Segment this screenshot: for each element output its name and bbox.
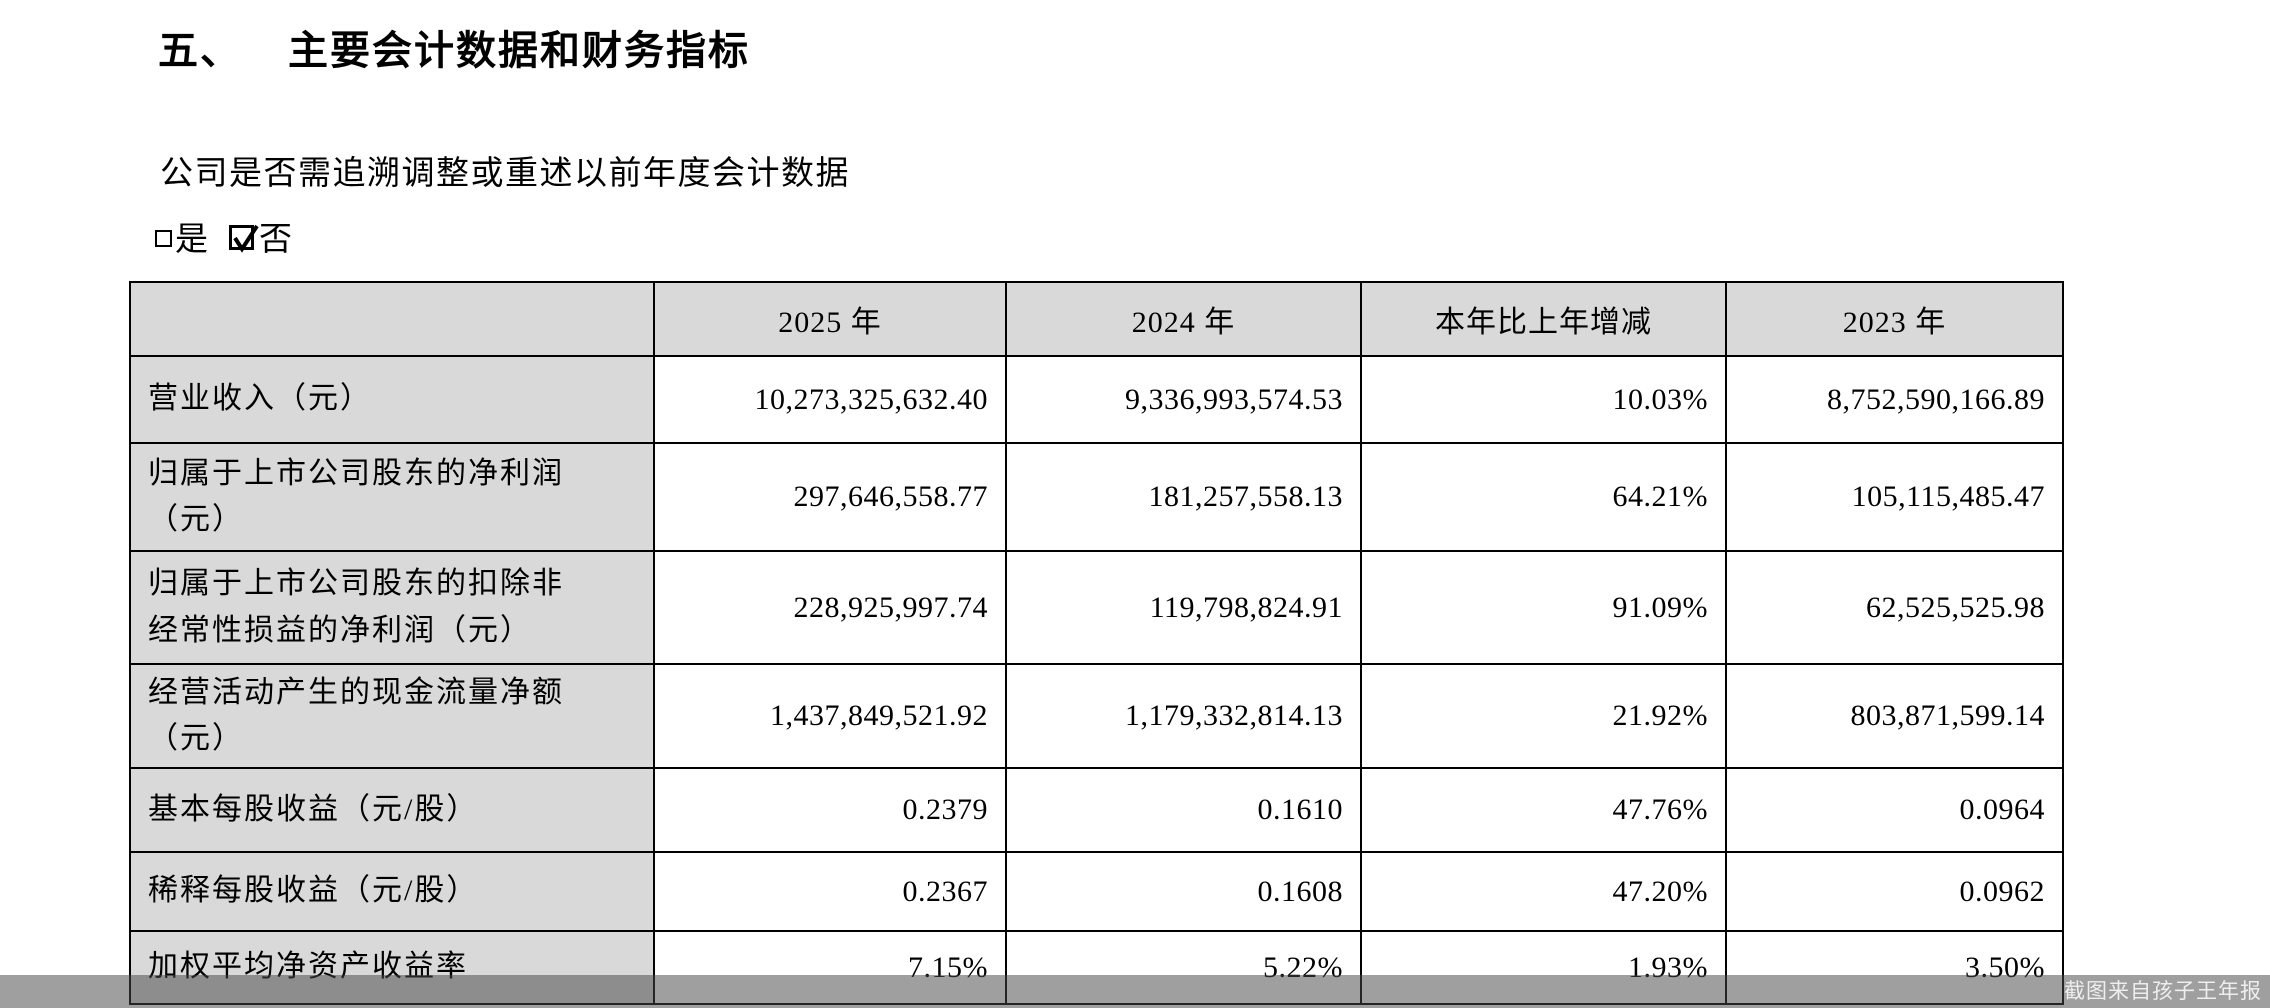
header-cell-yoy-change: 本年比上年增减 xyxy=(1360,281,1727,357)
check-mark-icon xyxy=(233,224,259,253)
option-no: 否 xyxy=(229,212,293,260)
value-yoy: 47.76% xyxy=(1360,767,1727,853)
value-yoy: 91.09% xyxy=(1360,550,1727,665)
table-row-basic-eps: 基本每股收益（元/股） 0.2379 0.1610 47.76% 0.0964 xyxy=(129,767,2064,853)
table-row-operating-cash-flow: 经营活动产生的现金流量净额 （元） 1,437,849,521.92 1,179… xyxy=(129,663,2064,769)
checkbox-checked-icon xyxy=(229,224,259,253)
option-yes: 是 xyxy=(155,212,209,260)
watermark-bar: 截图来自孩子王年报 xyxy=(0,975,2270,1008)
value-yoy: 47.20% xyxy=(1360,851,1727,932)
section-title: 五、 主要会计数据和财务指标 xyxy=(158,18,750,76)
option-yes-label: 是 xyxy=(175,222,209,258)
value-2025: 1,437,849,521.92 xyxy=(653,663,1007,769)
value-2025: 0.2379 xyxy=(653,767,1007,853)
header-cell-2024: 2024 年 xyxy=(1005,281,1362,357)
value-2023: 105,115,485.47 xyxy=(1725,442,2064,552)
value-yoy: 64.21% xyxy=(1360,442,1727,552)
table-row-revenue: 营业收入（元） 10,273,325,632.40 9,336,993,574.… xyxy=(129,355,2064,444)
value-2023: 8,752,590,166.89 xyxy=(1725,355,2064,444)
value-2023: 62,525,525.98 xyxy=(1725,550,2064,665)
header-cell-2025: 2025 年 xyxy=(653,281,1007,357)
section-title-text: 主要会计数据和财务指标 xyxy=(288,28,750,73)
row-label: 营业收入（元） xyxy=(129,355,655,444)
financial-indicators-table: 2025 年 2024 年 本年比上年增减 2023 年 营业收入（元） 10,… xyxy=(129,281,2064,1005)
row-label: 经营活动产生的现金流量净额 （元） xyxy=(129,663,655,769)
table-row-diluted-eps: 稀释每股收益（元/股） 0.2367 0.1608 47.20% 0.0962 xyxy=(129,851,2064,932)
table-row-deducted-net-profit: 归属于上市公司股东的扣除非 经常性损益的净利润（元） 228,925,997.7… xyxy=(129,550,2064,665)
checkbox-unchecked-icon xyxy=(155,229,172,247)
value-2024: 181,257,558.13 xyxy=(1005,442,1362,552)
value-2023: 0.0962 xyxy=(1725,851,2064,932)
watermark-text: 截图来自孩子王年报 xyxy=(2064,980,2262,1003)
row-label: 归属于上市公司股东的净利润 （元） xyxy=(129,442,655,552)
table-header-row: 2025 年 2024 年 本年比上年增减 2023 年 xyxy=(129,281,2064,357)
restatement-options: 是 否 xyxy=(155,212,293,260)
option-no-label: 否 xyxy=(259,222,293,258)
restatement-question: 公司是否需追溯调整或重述以前年度会计数据 xyxy=(160,156,850,192)
value-2023: 803,871,599.14 xyxy=(1725,663,2064,769)
value-2025: 228,925,997.74 xyxy=(653,550,1007,665)
value-yoy: 10.03% xyxy=(1360,355,1727,444)
value-2024: 119,798,824.91 xyxy=(1005,550,1362,665)
value-2023: 0.0964 xyxy=(1725,767,2064,853)
value-2024: 0.1608 xyxy=(1005,851,1362,932)
value-yoy: 21.92% xyxy=(1360,663,1727,769)
value-2024: 1,179,332,814.13 xyxy=(1005,663,1362,769)
row-label: 基本每股收益（元/股） xyxy=(129,767,655,853)
value-2025: 297,646,558.77 xyxy=(653,442,1007,552)
row-label: 归属于上市公司股东的扣除非 经常性损益的净利润（元） xyxy=(129,550,655,665)
value-2024: 0.1610 xyxy=(1005,767,1362,853)
header-cell-indicator xyxy=(129,281,655,357)
value-2025: 10,273,325,632.40 xyxy=(653,355,1007,444)
value-2025: 0.2367 xyxy=(653,851,1007,932)
value-2024: 9,336,993,574.53 xyxy=(1005,355,1362,444)
row-label: 稀释每股收益（元/股） xyxy=(129,851,655,932)
section-number: 五、 xyxy=(158,28,242,73)
header-cell-2023: 2023 年 xyxy=(1725,281,2064,357)
table-row-net-profit: 归属于上市公司股东的净利润 （元） 297,646,558.77 181,257… xyxy=(129,442,2064,552)
